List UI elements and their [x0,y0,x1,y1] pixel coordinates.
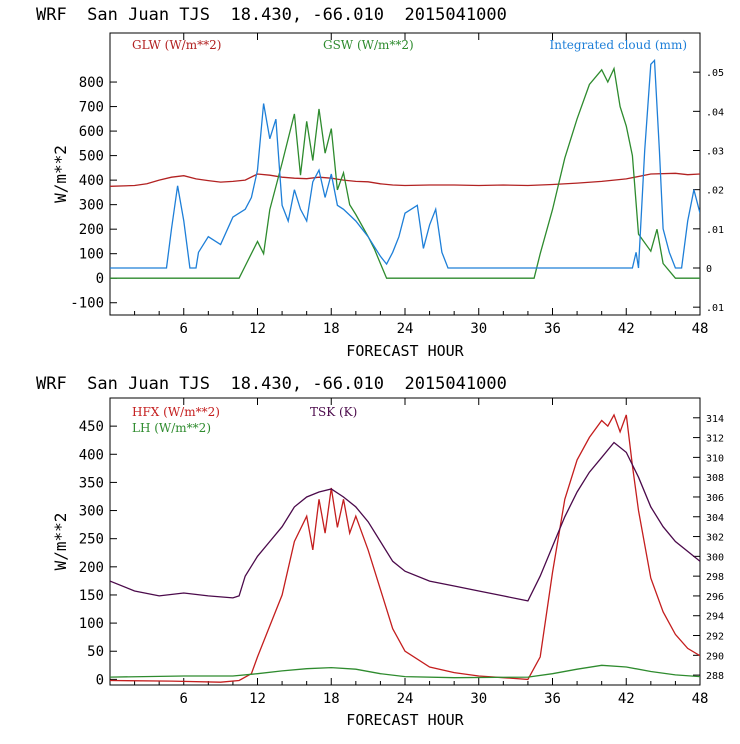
y2-tick-label: .01 [706,225,724,236]
y-tick-label: 200 [79,222,104,238]
y2-tick-label: 304 [706,513,724,524]
x-tick-label: 12 [249,321,266,337]
y2-tick-label: 290 [706,651,724,662]
y2-tick-label: 312 [706,434,724,445]
y2-tick-label: 292 [706,632,724,643]
y2-tick-label: 308 [706,473,724,484]
y2-tick-label: .04 [706,107,724,118]
chart-title: WRF San Juan TJS 18.430, -66.010 2015041… [36,5,507,25]
y-tick-label: 400 [79,173,104,189]
x-tick-label: 24 [397,691,414,707]
y2-tick-label: 0 [706,264,712,275]
legend-gsw: GSW (W/m**2) [323,38,414,52]
y-tick-label: 500 [79,149,104,165]
y-tick-label: 350 [79,475,104,491]
y2-tick-label: 294 [706,612,724,623]
y2-tick-label: 302 [706,533,724,544]
chart-title: WRF San Juan TJS 18.430, -66.010 2015041… [36,374,507,394]
y-tick-label: 100 [79,616,104,632]
y2-tick-label: .02 [706,186,724,197]
x-tick-label: 6 [180,321,188,337]
series-line-hfx [110,413,700,683]
x-tick-label: 36 [544,691,561,707]
series-line-glw [110,172,700,187]
y-tick-label: 600 [79,124,104,140]
y-tick-label: 100 [79,247,104,263]
x-tick-label: 6 [180,691,188,707]
y2-tick-label: 314 [706,414,724,425]
x-tick-label: 48 [692,321,709,337]
y2-tick-label: 310 [706,453,724,464]
y-tick-label: 800 [79,75,104,91]
y-tick-label: 300 [79,198,104,214]
x-tick-label: 30 [470,321,487,337]
series-line-gsw [110,66,700,279]
x-tick-label: 18 [323,691,340,707]
y-tick-label: 50 [87,644,104,660]
x-tick-label: 48 [692,691,709,707]
y-axis-label: W/m**2 [51,513,70,571]
x-tick-label: 30 [470,691,487,707]
x-axis-label: FORECAST HOUR [346,711,464,729]
y2-tick-label: .03 [706,147,724,158]
y2-tick-label: 288 [706,671,724,682]
y-tick-label: 200 [79,560,104,576]
y-tick-label: 450 [79,419,104,435]
x-tick-label: 42 [618,321,635,337]
chart-1: WRF San Juan TJS 18.430, -66.010 2015041… [36,5,724,360]
legend-lh: LH (W/m**2) [132,421,211,435]
y2-tick-label: 296 [706,592,724,603]
legend-hfx: HFX (W/m**2) [132,405,220,419]
y2-tick-label: 306 [706,493,724,504]
y-tick-label: 0 [96,672,104,688]
chart-2: WRF San Juan TJS 18.430, -66.010 2015041… [36,374,724,729]
y-tick-label: 400 [79,447,104,463]
y2-tick-label: 298 [706,572,724,583]
x-axis-label: FORECAST HOUR [346,342,464,360]
x-tick-label: 12 [249,691,266,707]
y-axis-label: W/m**2 [51,145,70,203]
y2-tick-label: .05 [706,68,724,79]
x-tick-label: 24 [397,321,414,337]
y2-tick-label: .01 [706,303,724,314]
legend-integrated: Integrated cloud (mm) [549,38,687,52]
series-line-integrated [110,58,700,269]
y-tick-label: 250 [79,532,104,548]
series-line-tsk [110,441,700,602]
y-tick-label: -100 [70,296,104,312]
x-tick-label: 36 [544,321,561,337]
y-tick-label: 300 [79,504,104,520]
y-tick-label: 0 [96,271,104,287]
y-tick-label: 150 [79,588,104,604]
y-tick-label: 700 [79,100,104,116]
legend-glw: GLW (W/m**2) [132,38,221,52]
x-tick-label: 18 [323,321,340,337]
legend-tsk: TSK (K) [310,405,357,419]
y2-tick-label: 300 [706,552,724,563]
x-tick-label: 42 [618,691,635,707]
plot-frame [109,397,701,686]
series-line-lh [110,664,700,679]
